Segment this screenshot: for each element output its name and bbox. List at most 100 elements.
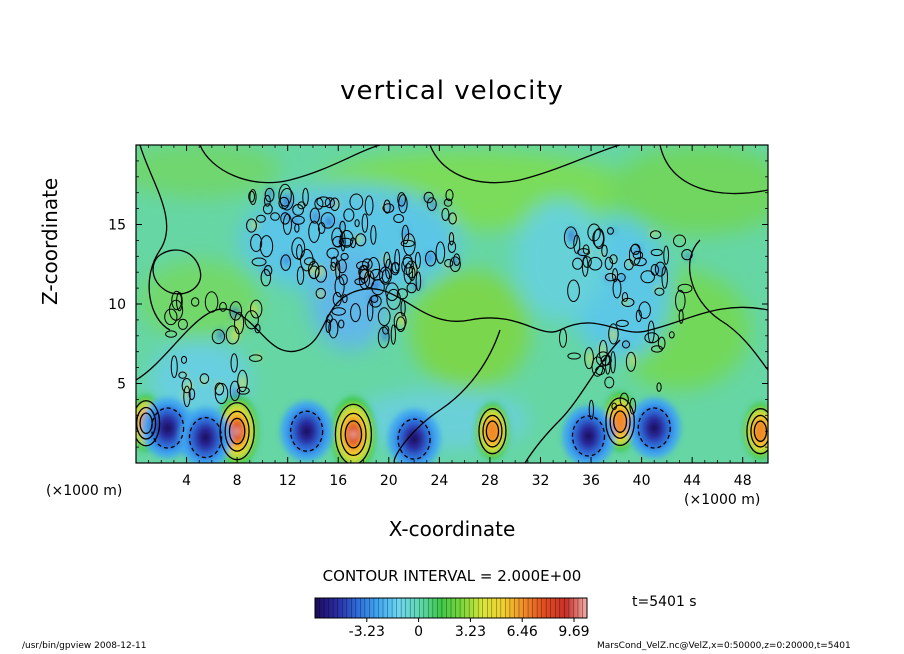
turbulent-contour (397, 192, 406, 207)
turbulent-cell (312, 211, 319, 222)
turbulent-contour (292, 204, 304, 216)
turbulent-contour (616, 273, 626, 282)
x-tick-label: 4 (182, 473, 191, 489)
turbulent-contour (330, 256, 338, 268)
turbulent-contour (339, 220, 346, 234)
turbulent-contour (263, 265, 273, 276)
turbulent-contour (364, 195, 374, 216)
turbulent-contour (584, 346, 594, 370)
turbulent-contour (424, 250, 437, 267)
contour-line (393, 329, 501, 463)
turbulent-contour (181, 377, 192, 394)
turbulent-contour (263, 194, 271, 207)
updraft-core (350, 430, 356, 439)
turbulent-contour (317, 221, 326, 234)
turbulent-contour (382, 203, 395, 213)
colorbar-tick-label: 0 (414, 624, 423, 640)
turbulent-contour (444, 259, 454, 268)
turbulent-contour (369, 268, 384, 281)
turbulent-contour (619, 392, 629, 407)
turbulent-contour (214, 382, 225, 396)
turbulent-contour (435, 241, 446, 264)
turbulent-contour (587, 223, 601, 242)
turbulent-contour (248, 190, 256, 203)
turbulent-contour (611, 402, 618, 411)
turbulent-contour (325, 319, 332, 333)
turbulent-contour (408, 265, 416, 281)
turbulent-contour (244, 310, 259, 330)
contour-line (429, 145, 621, 184)
downdraft-contour (397, 418, 431, 460)
turbulent-contour (320, 212, 336, 229)
turbulent-cell (605, 275, 612, 281)
turbulent-contour (354, 219, 360, 228)
turbulent-contour (588, 399, 594, 420)
contour-line (524, 339, 621, 463)
updraft-contour (139, 412, 153, 435)
turbulent-contour (370, 295, 379, 303)
turbulent-contour (558, 328, 568, 348)
x-tick-label: 28 (481, 473, 499, 489)
turbulent-contour (338, 319, 345, 329)
turbulent-cell (355, 234, 362, 244)
colorbar: -3.23 0 3.23 6.46 9.69 (314, 597, 590, 640)
downdraft-contour (637, 407, 671, 449)
turbulent-contour (567, 279, 580, 303)
updraft-core (234, 427, 240, 435)
x-unit-left: (×1000 m) (46, 483, 123, 499)
turbulent-contour (577, 248, 590, 257)
updraft-contour (224, 410, 250, 452)
turbulent-contour (443, 198, 453, 207)
turbulent-contour (377, 326, 390, 349)
turbulent-cell (230, 330, 239, 343)
x-tick-label: 32 (532, 473, 550, 489)
turbulent-contour (453, 253, 461, 266)
turbulent-contour (341, 294, 348, 304)
turbulent-contour (331, 307, 346, 316)
turbulent-contour (591, 356, 604, 377)
updraft-contour (136, 406, 157, 440)
turbulent-contour (621, 340, 631, 349)
turbulent-contour (331, 227, 344, 248)
turbulent-cell (629, 352, 636, 367)
turbulent-contour (406, 282, 417, 294)
footer-program: /usr/bin/gpview 2008-12-11 (22, 641, 147, 651)
contour-line (139, 145, 171, 331)
turbulent-contour (401, 224, 410, 245)
turbulent-contour (610, 351, 616, 374)
downdraft-core (200, 431, 211, 444)
colorbar-tick-label: 6.46 (507, 624, 538, 640)
turbulent-contour (677, 283, 693, 294)
turbulent-cell (399, 196, 405, 209)
turbulent-contour (656, 382, 662, 392)
chart-title: vertical velocity (340, 76, 564, 106)
turbulent-contour (370, 225, 377, 245)
turbulent-contour (383, 199, 391, 214)
x-tick-label: 48 (734, 473, 752, 489)
downdraft-contour (150, 407, 185, 449)
turbulent-contour (654, 261, 666, 277)
updraft-core (612, 408, 629, 436)
turbulent-contour (339, 274, 348, 286)
turbulent-cell (623, 342, 628, 347)
x-tick-label: 16 (329, 473, 347, 489)
turbulent-contour (249, 299, 263, 319)
turbulent-contour (654, 287, 665, 296)
turbulent-contour (355, 233, 367, 247)
turbulent-contour (391, 261, 400, 274)
colorbar-tick-label: 9.69 (558, 624, 589, 640)
turbulent-contour (314, 265, 328, 283)
turbulent-contour (604, 256, 614, 270)
turbulent-contour (588, 256, 603, 271)
turbulent-contour (280, 254, 292, 271)
turbulent-cell (201, 377, 207, 385)
turbulent-contour (248, 354, 263, 362)
turbulent-cell (317, 290, 324, 298)
downdraft-core (649, 422, 660, 435)
turbulent-contour (361, 213, 369, 233)
x-tick-label: 40 (633, 473, 651, 489)
turbulent-contour (396, 288, 408, 300)
colorbar-tick-label: 3.23 (455, 624, 486, 640)
turbulent-contour (640, 270, 655, 284)
